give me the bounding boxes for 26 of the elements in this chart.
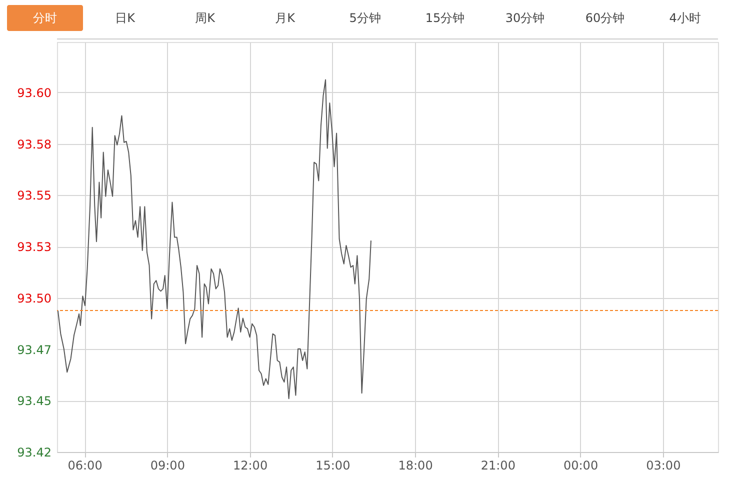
text: 60分钟 [585, 11, 625, 25]
y-tick-label: 93.47 [17, 342, 52, 357]
x-tick-label: 06:00 [68, 458, 102, 472]
line-series [57, 79, 372, 400]
text: 日K [115, 11, 136, 25]
text: 5分钟 [349, 11, 381, 25]
y-tick-label: 93.45 [17, 394, 52, 408]
text: 30分钟 [505, 11, 545, 25]
x-tick-label: 03:00 [646, 458, 681, 472]
text: 分时 [33, 11, 57, 25]
x-tick-label: 12:00 [232, 458, 268, 472]
x-tick-label: 15:00 [316, 458, 350, 472]
y-tick-label: 93.60 [17, 86, 52, 100]
text: 月K [275, 11, 296, 25]
text: 4小时 [669, 11, 701, 25]
x-tick-label: 00:00 [563, 458, 598, 472]
text: 15分钟 [425, 11, 465, 25]
y-tick-label: 93.42 [17, 446, 52, 460]
y-tick-label: 93.58 [17, 137, 52, 152]
x-tick-label: 21:00 [480, 458, 516, 472]
x-tick-label: 09:00 [150, 458, 185, 472]
text: 周K [195, 11, 216, 25]
y-tick-label: 93.55 [17, 188, 52, 203]
y-tick-label: 93.50 [17, 291, 52, 306]
y-tick-label: 93.53 [17, 240, 52, 254]
x-tick-label: 18:00 [398, 458, 433, 472]
